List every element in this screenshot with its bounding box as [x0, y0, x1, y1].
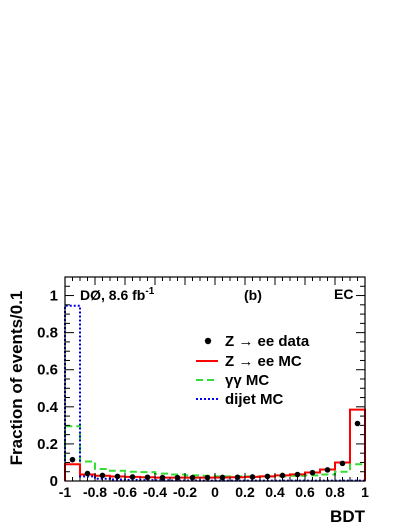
legend-marker-data [204, 337, 212, 345]
legend-label-dijet-mc: dijet MC [225, 391, 283, 408]
data-point [354, 420, 361, 427]
data-point [339, 460, 346, 467]
x-tick-label: 0 [211, 484, 219, 500]
y-tick-label: 0 [50, 473, 58, 490]
x-tick-label: 0.6 [295, 484, 315, 500]
data-point [294, 471, 301, 478]
axes-layer [64, 276, 366, 482]
legend: Z → ee data Z → ee MC γγ MC dijet MC [196, 333, 310, 408]
y-tick-label: 0.2 [37, 436, 58, 453]
y-tick-label: 0.8 [37, 325, 58, 342]
data-point [129, 474, 136, 480]
data-point [249, 474, 256, 480]
x-tick-label: -0.2 [173, 484, 197, 500]
x-tick-label: 1 [361, 484, 369, 500]
data-point [84, 470, 91, 477]
panel-label: (b) [244, 287, 262, 303]
data-point [99, 472, 106, 479]
region-label: EC [334, 286, 353, 302]
x-tick-labels: -1 -0.8 -0.6 -0.4 -0.2 0 0.2 0.4 0.6 0.8 1 [59, 484, 369, 500]
legend-label-zee-mc: Z → ee MC [225, 353, 302, 370]
series-layer [64, 304, 366, 482]
data-point [264, 473, 271, 480]
y-tick-label: 1 [50, 288, 58, 305]
legend-label-data: Z → ee data [225, 333, 310, 350]
data-point [114, 473, 121, 480]
x-tick-label: 0.2 [235, 484, 255, 500]
x-tick-label: -0.8 [83, 484, 107, 500]
data-point [69, 456, 76, 463]
x-axis-label: BDT [330, 507, 366, 526]
y-tick-labels: 0 0.2 0.4 0.6 0.8 1 [37, 288, 59, 490]
x-tick-label: -1 [59, 484, 72, 500]
experiment-text: DØ, 8.6 fb [80, 287, 145, 303]
series-dijet-mc-histogram [64, 304, 366, 482]
luminosity-exponent: -1 [145, 286, 154, 297]
data-point [279, 472, 286, 479]
experiment-label: DØ, 8.6 fb-1 [80, 286, 155, 303]
x-tick-label: 0.4 [265, 484, 285, 500]
data-point [309, 469, 316, 476]
x-tick-label: -0.4 [143, 484, 167, 500]
x-tick-label: 0.8 [325, 484, 345, 500]
plot-frame [64, 276, 366, 482]
data-point [324, 467, 331, 473]
legend-label-gg-mc: γγ MC [225, 372, 269, 389]
y-tick-label: 0.6 [37, 362, 58, 379]
y-tick-label: 0.4 [37, 399, 59, 416]
y-axis-label: Fraction of events/0.1 [7, 291, 26, 466]
x-tick-label: -0.6 [113, 484, 137, 500]
